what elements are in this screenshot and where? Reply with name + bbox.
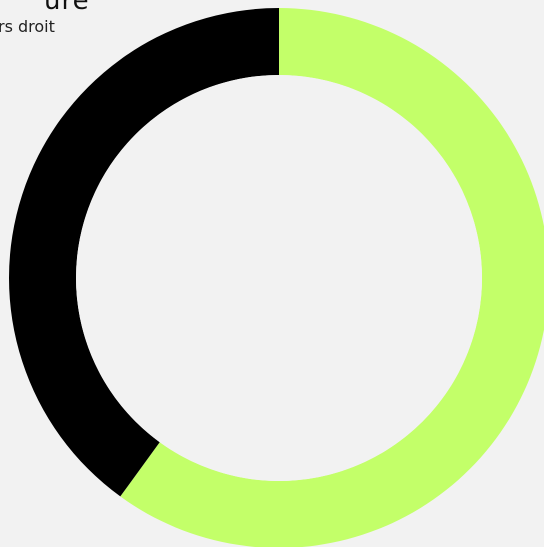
donut-slice-1 (120, 8, 544, 547)
chart-title-fragment: ure (44, 0, 90, 16)
donut-slices (8, 7, 544, 547)
donut-hole (76, 75, 482, 481)
donut-slice-2 (8, 7, 279, 497)
chart-subtitle-fragment: rs droit (0, 17, 55, 36)
